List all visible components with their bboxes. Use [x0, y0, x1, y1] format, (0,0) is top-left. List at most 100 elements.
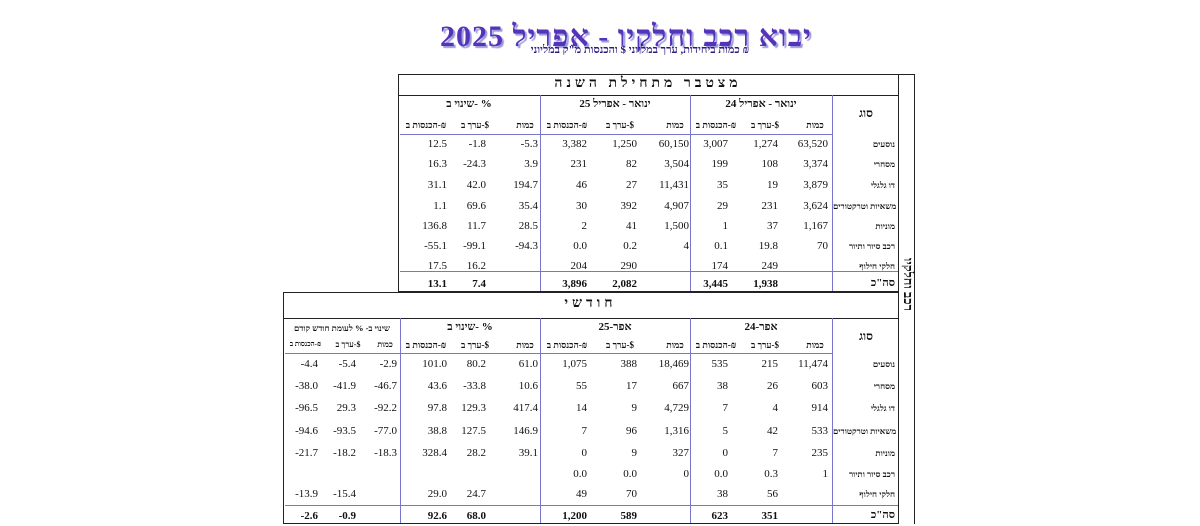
table-cell: -41.9 — [333, 380, 356, 392]
table-cell: 0.2 — [623, 240, 637, 252]
table-cell — [634, 487, 689, 501]
table-cell: 235 — [811, 447, 829, 459]
cum-group-2025: ינואר - אפריל 25 — [579, 98, 651, 110]
table-cell: 603 — [811, 380, 829, 392]
table-cell: -99.1 — [463, 240, 486, 252]
row-label: נוסעים — [872, 359, 895, 369]
table-cell: 1.1 — [433, 200, 447, 212]
table-cell: -4.4 — [300, 358, 318, 370]
row-label: דו גלגלי — [870, 403, 895, 413]
total-cell: 351 — [761, 510, 779, 522]
table-cell: 29 — [717, 200, 728, 212]
table-cell: 174 — [711, 260, 729, 272]
table-cell: 194.7 — [513, 179, 538, 191]
table-cell: 199 — [711, 158, 729, 170]
table-cell: 38 — [717, 380, 728, 392]
table-cell: 82 — [626, 158, 637, 170]
table-cell: 10.6 — [518, 380, 538, 392]
total-cell — [483, 277, 538, 291]
total-label: סה"כ — [870, 509, 895, 521]
table-cell: -55.1 — [424, 240, 447, 252]
col-qty: כמות — [806, 120, 824, 130]
total-cell: 1,200 — [562, 510, 587, 522]
table-cell: 56 — [767, 488, 778, 500]
cumulative-heading: מצטבר מתחילת השנה — [554, 76, 742, 91]
total-cell: 13.1 — [427, 278, 447, 290]
table-cell: -46.7 — [374, 380, 397, 392]
table-cell: 11,431 — [659, 179, 689, 191]
table-cell: 388 — [620, 358, 638, 370]
row-label: חלקי חילוף — [859, 261, 895, 271]
table-cell: 4,907 — [664, 200, 689, 212]
table-cell: -92.2 — [374, 402, 397, 414]
total-cell: 2,082 — [612, 278, 637, 290]
table-cell: 70 — [626, 488, 637, 500]
table-cell: 204 — [570, 260, 588, 272]
table-cell: 4 — [683, 240, 690, 252]
table-cell: 29.3 — [336, 402, 356, 414]
table-cell: 61.0 — [518, 358, 538, 370]
total-cell: -2.6 — [300, 510, 318, 522]
cumulative-type-header: סוג — [859, 106, 873, 120]
total-cell: 3,445 — [703, 278, 728, 290]
table-cell: 26 — [767, 380, 778, 392]
total-cell: 68.0 — [466, 510, 486, 522]
table-cell: 28.5 — [518, 220, 538, 232]
total-cell — [773, 277, 828, 291]
row-label: מסחרי — [873, 159, 895, 169]
table-cell: 7 — [722, 402, 729, 414]
table-cell: 12.5 — [427, 138, 447, 150]
col-revenue: הכנסות ב-₪ — [695, 340, 737, 350]
report-subtitle: כמות ביחידות, ערך במליוני $ והכנסות מ"ק … — [530, 44, 750, 56]
row-label: מוניות — [875, 221, 895, 231]
table-cell: 1,167 — [803, 220, 828, 232]
table-cell: 63,520 — [797, 138, 828, 150]
table-cell: 1 — [722, 220, 729, 232]
table-cell: 3,382 — [562, 138, 587, 150]
table-cell: 96 — [626, 425, 637, 437]
table-cell: 42 — [767, 425, 778, 437]
col-revenue: הכנסות ב-₪ — [546, 120, 588, 130]
table-cell: 4,729 — [664, 402, 689, 414]
mon-group-apr25: אפר-25 — [598, 321, 632, 333]
table-cell: -96.5 — [295, 402, 318, 414]
row-label: מוניות — [875, 448, 895, 458]
table-cell: 60,150 — [658, 138, 689, 150]
table-cell: 46 — [576, 179, 587, 191]
col-revenue: הכנסות ב-₪ — [405, 120, 447, 130]
col-qty: כמות — [666, 120, 684, 130]
total-cell: -0.9 — [338, 510, 356, 522]
table-cell — [773, 487, 828, 501]
total-cell — [634, 509, 689, 523]
table-cell: -21.7 — [295, 447, 318, 459]
table-cell: 7 — [772, 447, 779, 459]
table-cell: 392 — [620, 200, 638, 212]
table-cell: 39.1 — [518, 447, 538, 459]
table-cell: 16.3 — [427, 158, 447, 170]
table-cell: 1 — [822, 468, 829, 480]
table-cell: 231 — [761, 200, 779, 212]
table-cell: -5.3 — [520, 138, 538, 150]
table-cell: 215 — [761, 358, 779, 370]
table-cell: 55 — [576, 380, 587, 392]
table-cell: 43.6 — [427, 380, 447, 392]
table-cell: 249 — [761, 260, 779, 272]
col-value: ערך ב-$ — [605, 340, 635, 350]
table-cell: 328.4 — [422, 447, 447, 459]
table-cell: 535 — [711, 358, 729, 370]
table-cell: 290 — [620, 260, 638, 272]
table-cell: 37 — [767, 220, 778, 232]
table-cell: 1,075 — [562, 358, 587, 370]
table-cell: -1.8 — [468, 138, 486, 150]
report-title: יבוא רכב וחלקיו - אפריל 2025 — [440, 20, 812, 53]
table-cell: 70 — [817, 240, 828, 252]
row-label: משאיות וטרקטורים — [833, 426, 897, 436]
col-value: ערך ב-$ — [460, 340, 490, 350]
row-label: רכב סיור ותיור — [848, 469, 895, 479]
table-cell: 16.2 — [466, 260, 486, 272]
table-cell: 1,316 — [664, 425, 689, 437]
col-value: ערך ב-$ — [750, 340, 780, 350]
table-cell — [392, 467, 447, 481]
total-cell: 7.4 — [472, 278, 486, 290]
table-cell: 29.0 — [427, 488, 447, 500]
